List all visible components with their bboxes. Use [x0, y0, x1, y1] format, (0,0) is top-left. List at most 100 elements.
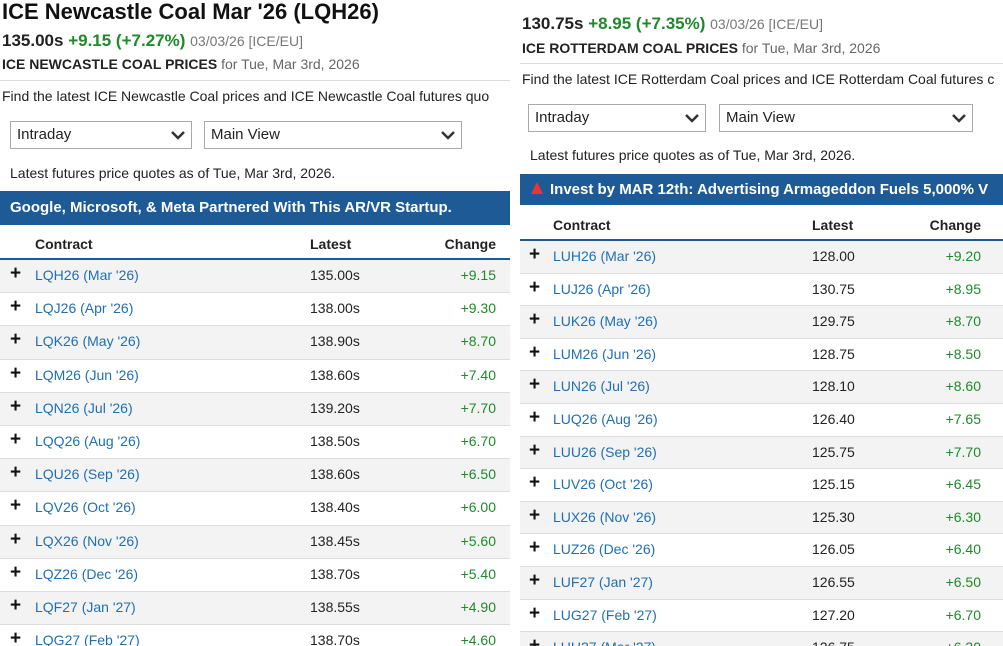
table-row: + LQM26 (Jun '26) 138.60s +7.40: [0, 360, 510, 393]
contract-link[interactable]: LQM26 (Jun '26): [35, 366, 139, 383]
contract-link[interactable]: LUU26 (Sep '26): [553, 443, 657, 460]
contract-link[interactable]: LUH27 (Mar '27): [553, 639, 656, 646]
contract-link[interactable]: LQV26 (Oct '26): [35, 499, 136, 516]
table-row: + LQN26 (Jul '26) 139.20s +7.70: [0, 392, 510, 426]
expand-button[interactable]: +: [529, 309, 541, 331]
promo-banner[interactable]: Google, Microsoft, & Meta Partnered With…: [0, 191, 510, 225]
expand-button[interactable]: +: [10, 462, 22, 484]
contract-link[interactable]: LUZ26 (Dec '26): [553, 541, 656, 558]
contract-link[interactable]: LQK26 (May '26): [35, 333, 141, 350]
expand-button[interactable]: +: [10, 329, 22, 351]
expand-button[interactable]: +: [10, 395, 22, 417]
price-change: +8.50: [945, 345, 981, 362]
latest-price: 128.10: [812, 378, 855, 395]
chevron: [171, 131, 185, 140]
promo-banner[interactable]: Invest by MAR 12th: Advertising Armagedd…: [520, 174, 1003, 205]
price-change: +6.70: [460, 433, 496, 449]
description: Find the latest ICE Rotterdam Coal price…: [522, 71, 995, 87]
contract-link[interactable]: LUN26 (Jul '26): [553, 378, 650, 395]
price-change: +9.20: [945, 248, 981, 264]
table-row: + LUH26 (Mar '26) 128.00 +9.20: [520, 241, 1003, 274]
expand-button[interactable]: +: [529, 374, 541, 396]
contract-link[interactable]: LUK26 (May '26): [553, 313, 658, 330]
table-row: + LQG27 (Feb '27) 138.70s +4.60: [0, 625, 510, 646]
expand-button[interactable]: +: [10, 561, 22, 583]
expand-button[interactable]: +: [10, 362, 22, 384]
expand-button[interactable]: +: [529, 504, 541, 526]
latest-price: 138.45s: [310, 532, 360, 549]
section-title: ICE ROTTERDAM COAL PRICES: [522, 40, 738, 56]
expand-button[interactable]: +: [529, 570, 541, 591]
contract-link[interactable]: LUQ26 (Aug '26): [553, 411, 658, 427]
expand-button[interactable]: +: [529, 244, 541, 265]
expand-button[interactable]: +: [10, 528, 22, 550]
price-change: +7.70: [460, 399, 496, 416]
contract-link[interactable]: LQJ26 (Apr '26): [35, 300, 134, 317]
expand-button[interactable]: +: [529, 537, 541, 559]
dropdown[interactable]: Intraday: [528, 104, 706, 132]
last-price: 135.00s: [2, 31, 64, 50]
price-change: +7.65: [945, 411, 981, 427]
expand-button[interactable]: +: [10, 495, 22, 517]
latest-price: 128.00: [812, 248, 855, 264]
table-row: + LQJ26 (Apr '26) 138.00s +9.30: [0, 293, 510, 327]
dropdown[interactable]: Intraday: [10, 121, 192, 149]
contract-link[interactable]: LQF27 (Jan '27): [35, 599, 136, 615]
table-header: Contract Latest Change: [520, 210, 1003, 241]
as-of-text: Latest futures price quotes as of Tue, M…: [530, 147, 856, 163]
latest-price: 128.75: [812, 345, 855, 362]
expand-button[interactable]: +: [10, 595, 22, 616]
table-row: + LQU26 (Sep '26) 138.60s +6.50: [0, 459, 510, 493]
expand-button[interactable]: +: [529, 472, 541, 494]
expand-button[interactable]: +: [529, 439, 541, 461]
contract-link[interactable]: LQQ26 (Aug '26): [35, 433, 141, 449]
price-change: +8.70: [945, 313, 981, 330]
chevron: [952, 114, 966, 123]
expand-button[interactable]: +: [10, 263, 22, 284]
expand-button[interactable]: +: [10, 429, 22, 450]
contract-link[interactable]: LUM26 (Jun '26): [553, 345, 657, 362]
contract-link[interactable]: LQU26 (Sep '26): [35, 466, 140, 483]
table-row: + LUM26 (Jun '26) 128.75 +8.50: [520, 339, 1003, 372]
table-row: + LUX26 (Nov '26) 125.30 +6.30: [520, 501, 1003, 535]
expand-button[interactable]: +: [10, 628, 22, 646]
dropdown[interactable]: Main View: [204, 121, 462, 149]
contract-link[interactable]: LQZ26 (Dec '26): [35, 565, 139, 582]
contract-link[interactable]: LUV26 (Oct '26): [553, 476, 653, 493]
column-header: Latest: [310, 236, 352, 252]
latest-price: 126.55: [812, 574, 855, 590]
expand-button[interactable]: +: [529, 407, 541, 428]
section-date: for Tue, Mar 3rd, 2026: [221, 56, 360, 72]
rotterdam-panel: 130.75s +8.95 (+7.35%) 03/03/26 [ICE/EU]…: [520, 0, 1003, 646]
contract-link[interactable]: LQN26 (Jul '26): [35, 399, 133, 416]
contract-link[interactable]: LUG27 (Feb '27): [553, 606, 657, 623]
description: Find the latest ICE Newcastle Coal price…: [2, 88, 490, 104]
column-header: Contract: [553, 217, 611, 233]
contract-link[interactable]: LQH26 (Mar '26): [35, 267, 139, 283]
table-row: + LUK26 (May '26) 129.75 +8.70: [520, 306, 1003, 339]
dropdown[interactable]: Main View: [719, 104, 973, 132]
table-row: + LUQ26 (Aug '26) 126.40 +7.65: [520, 404, 1003, 437]
table-row: + LQV26 (Oct '26) 138.40s +6.00: [0, 492, 510, 526]
latest-price: 138.00s: [310, 300, 360, 317]
latest-price: 125.75: [812, 443, 855, 460]
table-row: + LQH26 (Mar '26) 135.00s +9.15: [0, 260, 510, 294]
price-change: +4.60: [460, 632, 496, 646]
expand-button[interactable]: +: [529, 635, 541, 646]
expand-button[interactable]: +: [529, 602, 541, 624]
table-row: + LUJ26 (Apr '26) 130.75 +8.95: [520, 274, 1003, 307]
contract-link[interactable]: LUH26 (Mar '26): [553, 248, 657, 264]
contract-link[interactable]: LUX26 (Nov '26): [553, 508, 657, 525]
banner-text: Invest by MAR 12th: Advertising Armagedd…: [550, 181, 989, 198]
expand-button[interactable]: +: [10, 296, 22, 318]
contract-link[interactable]: LQX26 (Nov '26): [35, 532, 139, 549]
contract-link[interactable]: LUF27 (Jan '27): [553, 574, 653, 590]
contract-link[interactable]: LUJ26 (Apr '26): [553, 280, 651, 297]
quote-date: 03/03/26 [ICE/EU]: [710, 16, 823, 32]
price-change: +6.30: [946, 639, 981, 646]
contract-link[interactable]: LQG27 (Feb '27): [35, 632, 140, 646]
expand-button[interactable]: +: [529, 341, 541, 363]
table-row: + LQK26 (May '26) 138.90s +8.70: [0, 326, 510, 360]
dropdown-label: Intraday: [535, 109, 590, 126]
expand-button[interactable]: +: [529, 276, 541, 298]
